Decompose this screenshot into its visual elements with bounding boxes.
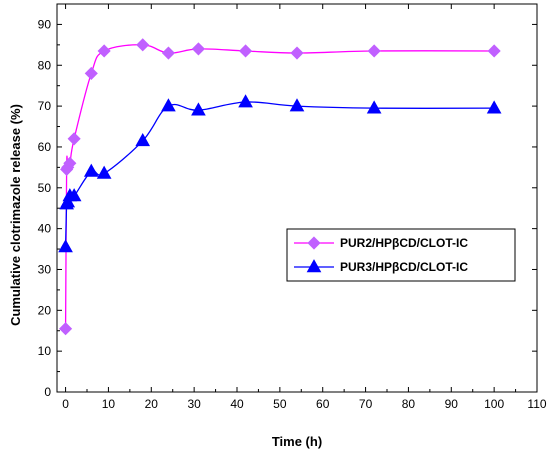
x-tick-label: 80 [402,397,416,411]
data-point [366,100,382,114]
x-tick-label: 100 [484,397,504,411]
data-point [239,44,253,58]
x-tick-label: 30 [187,397,201,411]
legend-marker [307,236,321,250]
x-tick-label: 50 [273,397,287,411]
data-point [83,163,99,177]
data-point [289,98,305,112]
x-tick-label: 60 [316,397,330,411]
x-axis-title: Time (h) [272,434,322,449]
data-point [161,46,175,60]
data-point [135,133,151,147]
data-point [136,38,150,52]
data-point [486,100,502,114]
legend: PUR2/HPβCD/CLOT-IC PUR3/HPβCD/CLOT-IC [286,228,516,282]
data-point [191,102,206,116]
series-line [64,101,495,248]
plot-area [56,3,538,393]
data-point [238,94,253,108]
data-point [487,44,501,58]
y-tick-label: 70 [38,99,52,113]
series-2 [58,94,502,253]
x-tick-label: 10 [102,397,116,411]
y-tick-labels: 0 10 20 30 40 50 60 70 80 90 [38,17,52,399]
data-point [97,44,111,58]
data-point [66,188,82,202]
data-point [367,44,381,58]
y-tick-label: 30 [38,262,52,276]
data-point [84,66,98,80]
data-point [63,156,77,170]
x-tick-labels: 0 10 20 30 40 50 60 70 80 90 100 110 [62,397,547,411]
data-point [290,46,304,60]
y-tick-label: 20 [38,303,52,317]
series-layer [58,38,502,336]
y-tick-label: 90 [38,17,52,31]
y-tick-label: 10 [38,344,52,358]
data-point [161,98,176,112]
axis-ticks [57,3,538,393]
y-tick-label: 50 [38,181,52,195]
x-tick-label: 70 [359,397,373,411]
y-tick-label: 80 [38,58,52,72]
legend-marker [306,259,322,273]
x-tick-label: 40 [230,397,244,411]
y-axis-title: Cumulative clotrimazole release (%) [8,104,23,326]
series-1 [59,38,501,336]
data-point [191,42,205,56]
data-point [96,165,112,179]
legend-label: PUR2/HPβCD/CLOT-IC [340,236,468,250]
data-point [59,322,73,336]
x-tick-label: 0 [62,397,69,411]
y-tick-label: 0 [44,385,51,399]
data-point [58,239,73,253]
legend-box [286,228,516,282]
data-point [67,132,81,146]
y-tick-label: 40 [38,222,52,236]
x-tick-label: 90 [445,397,459,411]
x-tick-label: 20 [145,397,159,411]
x-tick-label: 110 [527,397,546,411]
y-tick-label: 60 [38,140,52,154]
series-line [64,44,495,329]
legend-label: PUR3/HPβCD/CLOT-IC [340,260,468,274]
